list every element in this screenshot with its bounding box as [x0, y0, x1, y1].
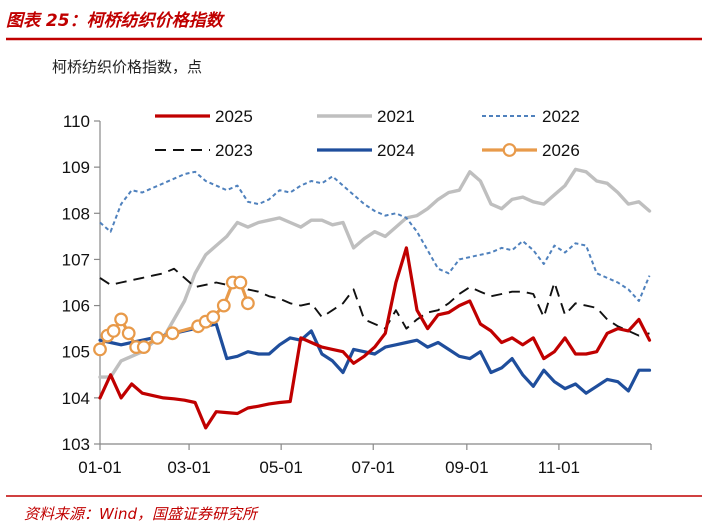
y-tick-label: 110	[63, 112, 90, 131]
data-point-2026	[136, 340, 151, 355]
data-point-2026	[206, 310, 221, 325]
legend-marker	[502, 143, 517, 157]
data-point-2026	[240, 296, 255, 311]
legend: 2025 2021 2022 2023 2024 2026	[155, 107, 580, 160]
x-tick-label: 09-01	[445, 458, 488, 477]
source-note: 资料来源：Wind，国盛证券研究所	[24, 505, 259, 523]
legend-item-2023: 2023	[155, 141, 253, 160]
unit-label: 柯桥纺织价格指数，点	[52, 58, 202, 76]
y-tick-label: 108	[62, 204, 90, 223]
data-point-2026	[93, 342, 107, 357]
legend-item-2026: 2026	[482, 141, 580, 160]
y-tick-label: 104	[62, 389, 90, 408]
series-2024	[98, 322, 652, 395]
series-line-2023	[99, 267, 650, 337]
x-tick-label: 05-01	[259, 458, 302, 477]
x-axis-ticks: 01-01 03-01 05-01 07-01 09-01 11-01	[78, 444, 652, 477]
data-point-2026	[165, 326, 180, 341]
chart-footer: 资料来源：Wind，国盛证券研究所	[6, 495, 702, 523]
data-point-2026	[114, 312, 128, 327]
plot-area: 103 104 105 106 107 108 109 110 01-01 03-01 05-01…	[62, 112, 652, 477]
legend-label: 2023	[215, 141, 253, 160]
legend-label: 2026	[542, 141, 580, 160]
data-point-2026	[233, 275, 248, 290]
data-point-2026	[106, 324, 121, 338]
series-2021	[98, 167, 652, 379]
series-line-2021	[98, 167, 652, 379]
legend-label: 2022	[542, 107, 580, 126]
chart-title: 图表 25：柯桥纺织价格指数	[6, 11, 226, 31]
chart-header: 图表 25：柯桥纺织价格指数	[6, 11, 702, 41]
legend-item-2025: 2025	[155, 107, 253, 126]
y-tick-label: 103	[62, 435, 90, 454]
y-tick-label: 107	[62, 250, 90, 269]
data-point-2026	[216, 298, 231, 313]
x-tick-label: 03-01	[167, 458, 210, 477]
legend-item-2021: 2021	[317, 107, 415, 126]
legend-item-2022: 2022	[482, 107, 580, 126]
y-tick-label: 106	[62, 297, 90, 316]
series-line-2022	[99, 170, 651, 302]
x-tick-label: 01-01	[78, 458, 121, 477]
x-tick-label: 11-01	[538, 458, 580, 477]
series-2026	[93, 275, 255, 357]
data-point-2026	[150, 331, 165, 345]
legend-item-2024: 2024	[317, 141, 415, 160]
y-tick-label: 109	[62, 158, 90, 177]
y-tick-label: 105	[62, 343, 90, 362]
legend-label: 2024	[377, 141, 415, 160]
data-point-2026	[121, 326, 136, 341]
series-2025	[98, 246, 652, 430]
x-tick-label: 07-01	[351, 458, 394, 477]
series-layer	[93, 167, 652, 430]
series-2022	[99, 170, 651, 302]
series-line-2025	[98, 246, 652, 430]
series-2023	[99, 267, 650, 337]
y-axis-ticks: 103 104 105 106 107 108 109 110	[62, 112, 100, 454]
legend-label: 2021	[377, 107, 415, 126]
series-line-2024	[98, 322, 652, 395]
legend-label: 2025	[215, 107, 253, 126]
